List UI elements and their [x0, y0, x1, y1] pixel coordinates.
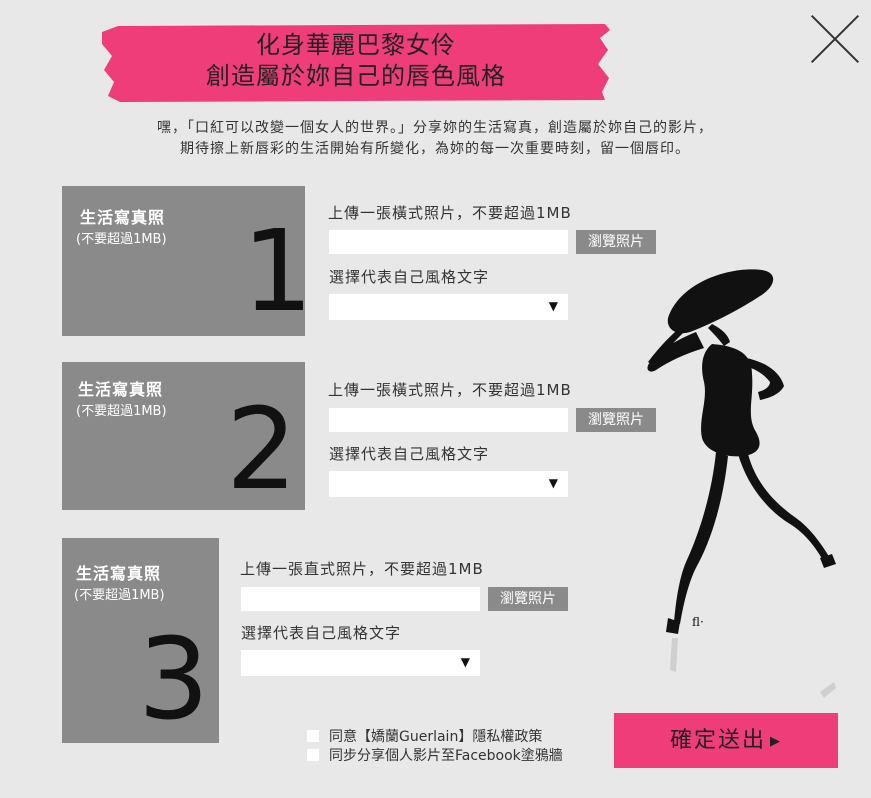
triangle-down-icon: ▼	[548, 476, 558, 490]
triangle-down-icon: ▼	[460, 655, 470, 669]
submit-button[interactable]: 確定送出 ▶	[614, 713, 838, 768]
step-number: 2	[226, 385, 298, 515]
file-path-input[interactable]	[329, 230, 568, 254]
page-title-line1: 化身華麗巴黎女伶	[256, 31, 456, 59]
facebook-share-checkbox[interactable]	[307, 749, 319, 761]
upload-label: 上傳一張橫式照片，不要超過1MB	[328, 204, 572, 222]
style-label: 選擇代表自己風格文字	[241, 624, 402, 642]
triangle-right-icon: ▶	[770, 733, 782, 749]
submit-label: 確定送出	[669, 728, 766, 753]
style-label: 選擇代表自己風格文字	[329, 268, 490, 286]
intro-text: 嘿，「口紅可以改變一個女人的世界。」分享妳的生活寫真，創造屬於妳自己的影片， 期…	[60, 118, 810, 160]
header-banner: 化身華麗巴黎女伶 創造屬於妳自己的唇色風格	[100, 20, 612, 104]
privacy-checkbox[interactable]	[307, 730, 319, 742]
photo-box-note: (不要超過1MB)	[76, 404, 167, 419]
step-number: 3	[138, 615, 210, 745]
privacy-consent-row[interactable]: 同意【嬌蘭Guerlain】隱私權政策	[307, 726, 542, 746]
intro-line1: 嘿，「口紅可以改變一個女人的世界。」分享妳的生活寫真，創造屬於妳自己的影片，	[157, 120, 713, 136]
fashion-woman-sketch: fl·	[647, 269, 836, 698]
photo-box-title: 生活寫真照	[80, 208, 166, 227]
intro-line2: 期待擦上新唇彩的生活開始有所變化，為妳的每一次重要時刻，留一個唇印。	[180, 141, 690, 157]
photo-box-note: (不要超過1MB)	[74, 588, 165, 603]
facebook-share-label: 同步分享個人影片至Facebook塗鴉牆	[329, 748, 563, 764]
photo-box-2: 生活寫真照 (不要超過1MB) 2	[62, 362, 305, 510]
upload-label: 上傳一張直式照片，不要超過1MB	[240, 560, 484, 578]
file-path-input[interactable]	[329, 408, 568, 432]
upload-label: 上傳一張橫式照片，不要超過1MB	[328, 381, 572, 399]
photo-box-3: 生活寫真照 (不要超過1MB) 3	[62, 538, 219, 743]
photo-box-title: 生活寫真照	[76, 564, 162, 583]
privacy-consent-label: 同意【嬌蘭Guerlain】隱私權政策	[329, 729, 543, 745]
browse-photo-button[interactable]: 瀏覽照片	[576, 408, 656, 432]
brush-stroke-background	[102, 24, 610, 102]
browse-photo-button[interactable]: 瀏覽照片	[576, 230, 656, 254]
photo-box-1: 生活寫真照 (不要超過1MB) 1	[62, 186, 313, 336]
page-title-line2: 創造屬於妳自己的唇色風格	[206, 62, 506, 90]
file-path-input[interactable]	[241, 587, 480, 611]
style-select[interactable]: ▼	[329, 471, 568, 497]
style-label: 選擇代表自己風格文字	[329, 445, 490, 463]
svg-text:fl·: fl·	[692, 615, 704, 629]
close-button[interactable]	[810, 14, 860, 64]
style-select[interactable]: ▼	[241, 650, 480, 676]
step-number: 1	[242, 207, 314, 337]
triangle-down-icon: ▼	[548, 299, 558, 313]
browse-photo-button[interactable]: 瀏覽照片	[488, 587, 568, 611]
photo-box-note: (不要超過1MB)	[76, 232, 167, 247]
facebook-share-row[interactable]: 同步分享個人影片至Facebook塗鴉牆	[307, 745, 563, 765]
style-select[interactable]: ▼	[329, 294, 568, 320]
photo-box-title: 生活寫真照	[78, 380, 164, 399]
